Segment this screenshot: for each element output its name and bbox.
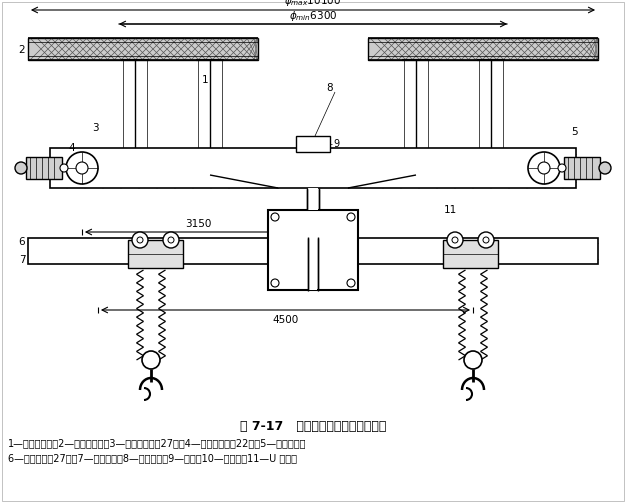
Text: 2: 2 <box>19 45 25 55</box>
Text: 1—固定辐射架；2—活动辐射架；3—吊盘托环（〔27〕；4—环形轨道（〔22〕；5—行走机构；: 1—固定辐射架；2—活动辐射架；3—吊盘托环（〔27〕；4—环形轨道（〔22〕；… <box>8 438 307 448</box>
Text: 5: 5 <box>572 127 578 137</box>
Bar <box>368 38 598 60</box>
Text: 4: 4 <box>69 143 75 153</box>
Text: 9: 9 <box>333 139 339 149</box>
Circle shape <box>132 232 148 248</box>
Bar <box>309 238 317 290</box>
Circle shape <box>60 164 68 172</box>
Circle shape <box>15 162 27 174</box>
Circle shape <box>163 232 179 248</box>
Bar <box>26 157 62 179</box>
Text: 6: 6 <box>19 237 25 247</box>
Text: $\phi_{max}$10100: $\phi_{max}$10100 <box>284 0 342 8</box>
Circle shape <box>538 162 550 174</box>
Circle shape <box>142 351 160 369</box>
Circle shape <box>447 232 463 248</box>
Text: 3150: 3150 <box>185 219 211 229</box>
Circle shape <box>347 279 355 287</box>
Bar <box>50 148 576 188</box>
Circle shape <box>464 351 482 369</box>
Circle shape <box>66 152 98 184</box>
Text: $\phi_{min}$6300: $\phi_{min}$6300 <box>289 9 337 23</box>
Bar <box>128 240 183 268</box>
Text: 3: 3 <box>91 123 98 133</box>
Bar <box>564 157 600 179</box>
Circle shape <box>452 237 458 243</box>
Circle shape <box>483 237 489 243</box>
Circle shape <box>137 237 143 243</box>
Circle shape <box>347 213 355 221</box>
Text: 1: 1 <box>202 75 208 85</box>
Circle shape <box>76 162 88 174</box>
Circle shape <box>478 232 494 248</box>
Text: 4500: 4500 <box>273 315 299 325</box>
Bar <box>443 240 498 268</box>
Bar <box>296 136 330 152</box>
Text: 图 7-17   附设环形吊装置的高炉吊盘: 图 7-17 附设环形吊装置的高炉吊盘 <box>240 420 386 433</box>
Circle shape <box>599 162 611 174</box>
Text: 8: 8 <box>327 83 333 93</box>
Circle shape <box>558 164 566 172</box>
Bar <box>308 188 318 210</box>
Text: 11: 11 <box>443 205 456 215</box>
Bar <box>28 38 258 60</box>
Bar <box>28 238 598 264</box>
Bar <box>268 210 358 290</box>
Circle shape <box>168 237 174 243</box>
Text: 7: 7 <box>19 255 25 265</box>
Circle shape <box>528 152 560 184</box>
Text: 10: 10 <box>330 275 343 285</box>
Text: 6—旋转臂（〔27〕；7—电动葫芦；8—吊盘框架；9—横梁；10—中心轴；11—U 形螺丝: 6—旋转臂（〔27〕；7—电动葫芦；8—吊盘框架；9—横梁；10—中心轴；11—… <box>8 453 297 463</box>
Circle shape <box>271 279 279 287</box>
Circle shape <box>271 213 279 221</box>
